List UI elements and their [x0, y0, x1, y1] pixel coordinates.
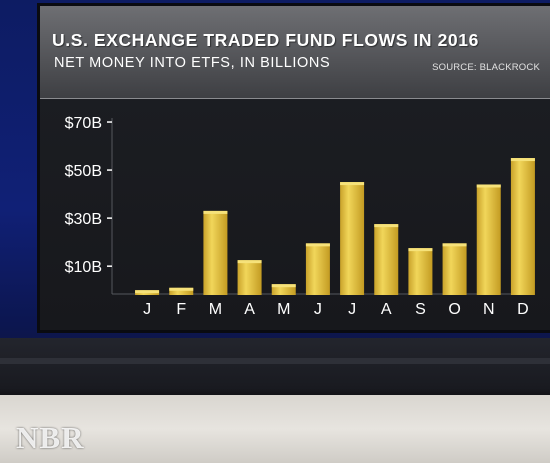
x-tick-label: J: [143, 301, 151, 318]
x-tick-label: O: [448, 301, 460, 318]
x-tick-label: N: [483, 301, 495, 318]
x-tick-label: J: [348, 301, 356, 318]
y-tick-label: $70B: [65, 115, 102, 132]
x-tick-label: A: [244, 301, 255, 318]
chart-title: U.S. EXCHANGE TRADED FUND FLOWS IN 2016: [52, 30, 479, 50]
bar: [305, 243, 330, 295]
bar: [442, 243, 467, 295]
chart-header: U.S. EXCHANGE TRADED FUND FLOWS IN 2016 …: [40, 6, 550, 99]
anchor-desk: [0, 395, 550, 463]
chart-source: SOURCE: BLACKROCK: [432, 62, 540, 73]
y-tick-label: $10B: [65, 259, 102, 276]
bar: [476, 184, 501, 295]
bar: [374, 224, 399, 295]
bar-top-highlight: [169, 287, 194, 291]
chart-subtitle: NET MONEY INTO ETFS, IN BILLIONS: [54, 55, 331, 71]
bar-top-highlight: [237, 260, 262, 264]
bar-top-highlight: [476, 184, 501, 188]
bar-chart: $70B $50B $30B $10B J F M A M J J A S O N D: [65, 115, 535, 318]
bar: [340, 182, 365, 295]
bar-top-highlight: [271, 284, 296, 288]
network-logo: NBR: [16, 420, 85, 455]
bar-top-highlight: [408, 248, 433, 252]
desk-shadow: [0, 388, 550, 398]
x-tick-label: J: [314, 301, 322, 318]
bar: [510, 158, 535, 295]
y-tick-label: $30B: [65, 211, 102, 228]
bar: [203, 210, 228, 295]
bar-top-highlight: [305, 243, 330, 247]
x-tick-label: M: [277, 301, 290, 318]
y-tick-label: $50B: [65, 163, 102, 180]
bar-top-highlight: [374, 224, 399, 228]
bar: [237, 260, 262, 295]
floor-strip: [0, 358, 550, 364]
bar-top-highlight: [340, 182, 365, 186]
bar-top-highlight: [510, 158, 535, 162]
bar: [271, 284, 296, 295]
x-tick-label: A: [381, 301, 392, 318]
x-tick-label: S: [415, 301, 426, 318]
bar-top-highlight: [442, 243, 467, 247]
display-screen: U.S. EXCHANGE TRADED FUND FLOWS IN 2016 …: [40, 6, 550, 330]
x-tick-label: F: [176, 301, 186, 318]
x-tick-label: D: [517, 301, 529, 318]
x-tick-label: M: [209, 301, 222, 318]
bar: [408, 248, 433, 295]
bar: [169, 287, 194, 295]
bar-top-highlight: [203, 210, 228, 214]
bar-top-highlight: [135, 290, 160, 294]
